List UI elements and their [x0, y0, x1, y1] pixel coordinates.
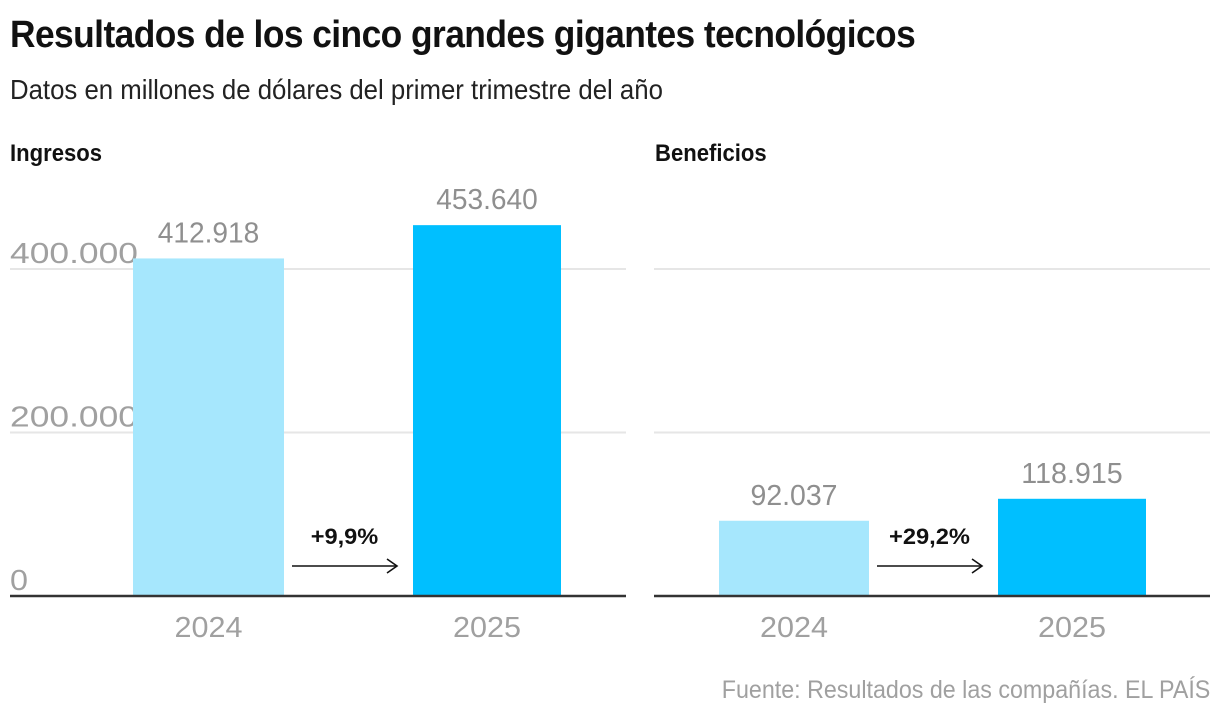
beneficios-category-label: 2024	[760, 612, 828, 644]
arrow-right-icon	[386, 558, 399, 574]
ingresos-bar-2025	[413, 225, 561, 597]
source-note: Fuente: Resultados de las compañías. EL …	[721, 676, 1210, 704]
beneficios-bar-2025	[998, 498, 1146, 596]
ingresos-change-label: +9,9%	[311, 524, 379, 549]
ingresos-ytick-label: 0	[10, 565, 28, 597]
beneficios-value-label: 92.037	[751, 480, 838, 512]
beneficios-category-label: 2025	[1038, 612, 1106, 644]
ingresos-bar-2024	[133, 258, 284, 596]
ingresos-category-label: 2024	[175, 612, 243, 644]
chart-title: Resultados de los cinco grandes gigantes…	[10, 14, 916, 56]
ingresos-ytick-label: 400.000	[10, 238, 138, 270]
panel-title-ingresos: Ingresos	[10, 140, 103, 167]
ingresos-category-label: 2025	[453, 612, 521, 644]
beneficios-bar-2024	[719, 520, 869, 596]
beneficios-change-label: +29,2%	[889, 524, 970, 549]
arrow-right-icon	[971, 558, 984, 574]
ingresos-value-label: 453.640	[436, 184, 538, 216]
chart-subtitle: Datos en millones de dólares del primer …	[10, 74, 663, 105]
ingresos-ytick-label: 200.000	[10, 402, 138, 434]
beneficios-value-label: 118.915	[1021, 458, 1123, 490]
panel-title-beneficios: Beneficios	[655, 140, 767, 167]
ingresos-value-label: 412.918	[158, 217, 260, 249]
